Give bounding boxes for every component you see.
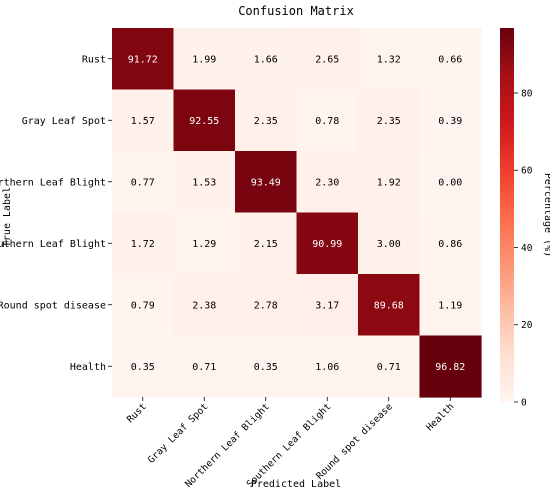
heatmap-cell	[173, 335, 236, 398]
cell-value-label: 1.29	[192, 239, 216, 250]
cell-value-label: 89.68	[374, 300, 404, 311]
x-tick-label: Gray Leaf Spot	[146, 401, 210, 465]
chart-title: Confusion Matrix	[238, 4, 354, 18]
heatmap-cell-labels: 91.72 1.99 1.66 2.65 1.32 0.66 1.57 92.55 2.35 0.…	[128, 54, 466, 373]
cell-value-label: 2.35	[254, 116, 278, 127]
colorbar-label: Percentage (%)	[542, 173, 550, 257]
y-axis-ticks: Rust Gray Leaf Spot Northern Leaf Blight So…	[0, 54, 112, 373]
heatmap-cells	[112, 28, 482, 398]
cell-value-label: 3.00	[377, 239, 401, 250]
cell-value-label: 0.00	[438, 177, 462, 188]
cell-value-label: 91.72	[128, 54, 158, 65]
heatmap-cell	[358, 28, 421, 91]
cell-value-label: 1.57	[131, 116, 155, 127]
heatmap-cell	[112, 89, 175, 152]
heatmap-cell	[358, 89, 421, 152]
cell-value-label: 3.17	[315, 300, 339, 311]
heatmap-cell	[173, 274, 236, 337]
colorbar-ticks: 0 20 40 60 80	[514, 88, 533, 409]
cell-value-label: 1.72	[131, 239, 155, 250]
cell-value-label: 1.53	[192, 177, 216, 188]
heatmap-cell	[235, 28, 298, 91]
colorbar-tick-label: 20	[521, 320, 533, 331]
cell-value-label: 0.71	[192, 362, 216, 373]
heatmap-cell	[419, 212, 482, 275]
cell-value-label: 0.78	[315, 116, 339, 127]
heatmap-cell	[112, 28, 175, 91]
heatmap-cell	[296, 274, 359, 337]
heatmap-cell	[419, 28, 482, 91]
heatmap-cell	[173, 28, 236, 91]
heatmap-cell	[296, 89, 359, 152]
cell-value-label: 2.15	[254, 239, 278, 250]
colorbar	[500, 28, 514, 402]
heatmap-cell	[296, 335, 359, 398]
y-tick-label: Round spot disease	[0, 300, 106, 311]
heatmap-cell	[112, 274, 175, 337]
colorbar-tick-label: 40	[521, 243, 533, 254]
heatmap-cell	[112, 212, 175, 275]
y-tick-label: Northern Leaf Blight	[0, 177, 106, 188]
heatmap-cell	[112, 335, 175, 398]
heatmap-cell	[296, 28, 359, 91]
cell-value-label: 0.35	[131, 362, 155, 373]
cell-value-label: 0.35	[254, 362, 278, 373]
heatmap-cell	[235, 89, 298, 152]
cell-value-label: 0.71	[377, 362, 401, 373]
heatmap-cell	[358, 212, 421, 275]
cell-value-label: 0.39	[438, 116, 462, 127]
heatmap-cell	[358, 335, 421, 398]
heatmap-cell	[419, 335, 482, 398]
y-tick-label: Gray Leaf Spot	[22, 116, 106, 127]
cell-value-label: 1.99	[192, 54, 216, 65]
cell-value-label: 96.82	[435, 362, 465, 373]
heatmap-cell	[419, 151, 482, 214]
y-tick-label: Southern Leaf Blight	[0, 239, 106, 250]
heatmap-cell	[112, 151, 175, 214]
cell-value-label: 0.77	[131, 177, 155, 188]
heatmap-cell	[296, 151, 359, 214]
heatmap-cell	[358, 274, 421, 337]
x-tick-label: Rust	[125, 401, 149, 425]
cell-value-label: 1.92	[377, 177, 401, 188]
cell-value-label: 2.78	[254, 300, 278, 311]
heatmap-cell	[235, 212, 298, 275]
cell-value-label: 1.66	[254, 54, 278, 65]
x-tick-label: Health	[424, 401, 456, 433]
cell-value-label: 2.65	[315, 54, 339, 65]
heatmap-cell	[235, 151, 298, 214]
heatmap-cell	[419, 274, 482, 337]
cell-value-label: 0.66	[438, 54, 462, 65]
cell-value-label: 93.49	[251, 177, 281, 188]
heatmap-cell	[296, 212, 359, 275]
cell-value-label: 2.35	[377, 116, 401, 127]
heatmap-cell	[173, 212, 236, 275]
heatmap-cell	[173, 89, 236, 152]
heatmap-cell	[419, 89, 482, 152]
heatmap-cell	[235, 335, 298, 398]
heatmap-cell	[358, 151, 421, 214]
cell-value-label: 92.55	[189, 116, 219, 127]
cell-value-label: 1.19	[438, 300, 462, 311]
cell-value-label: 2.30	[315, 177, 339, 188]
cell-value-label: 1.06	[315, 362, 339, 373]
heatmap-cell	[235, 274, 298, 337]
heatmap-cell	[173, 151, 236, 214]
y-axis-label: True Label	[2, 187, 13, 247]
cell-value-label: 2.38	[192, 300, 216, 311]
colorbar-tick-label: 0	[521, 398, 527, 409]
colorbar-tick-label: 60	[521, 166, 533, 177]
cell-value-label: 90.99	[312, 239, 342, 250]
cell-value-label: 0.79	[131, 300, 155, 311]
y-tick-label: Rust	[82, 54, 106, 65]
x-axis-label: Predicted Label	[251, 479, 341, 490]
colorbar-tick-label: 80	[521, 88, 533, 99]
cell-value-label: 1.32	[377, 54, 401, 65]
y-tick-label: Health	[70, 362, 106, 373]
cell-value-label: 0.86	[438, 239, 462, 250]
